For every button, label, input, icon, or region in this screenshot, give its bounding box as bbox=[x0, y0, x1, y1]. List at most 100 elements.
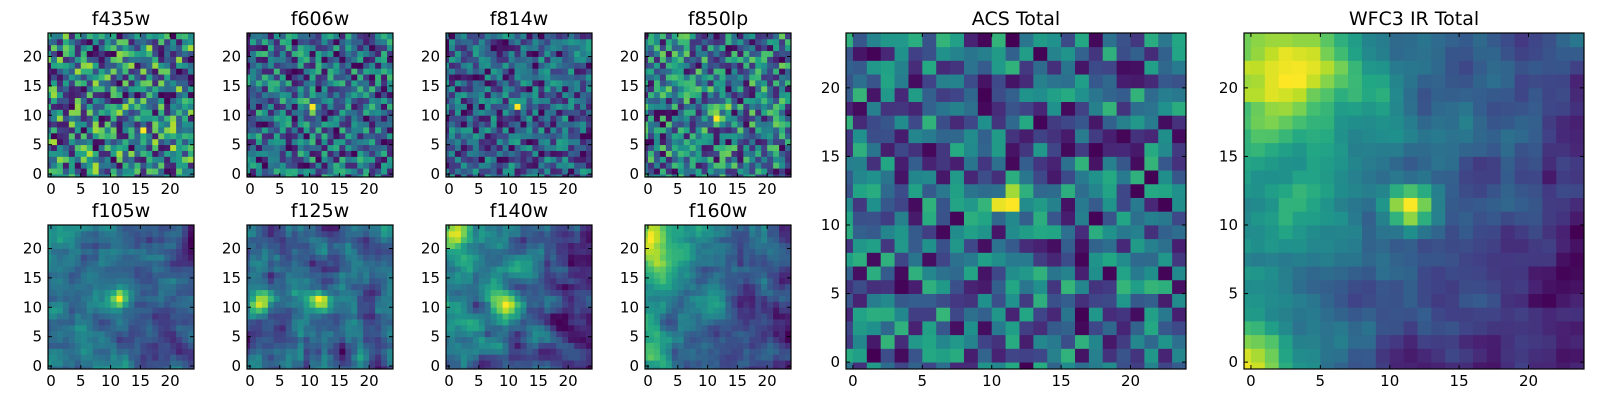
heatmap-cell bbox=[247, 277, 251, 285]
heatmap-cell bbox=[152, 91, 159, 99]
heatmap-cell bbox=[719, 283, 726, 291]
heatmap-cell bbox=[309, 91, 316, 99]
heatmap-cell bbox=[122, 33, 129, 40]
heatmap-cell bbox=[731, 313, 738, 320]
heatmap-cell bbox=[291, 242, 299, 249]
heatmap-cell bbox=[514, 342, 521, 349]
heatmap-cell bbox=[701, 138, 708, 146]
heatmap-cell bbox=[496, 360, 504, 367]
heatmap-cell bbox=[755, 121, 762, 128]
heatmap-cell bbox=[56, 225, 64, 232]
heatmap-cell bbox=[526, 277, 533, 285]
heatmap-cell bbox=[261, 109, 269, 116]
heatmap-cell bbox=[707, 150, 714, 157]
heatmap-cell bbox=[695, 174, 703, 178]
heatmap-cell bbox=[779, 289, 786, 296]
heatmap-cell bbox=[532, 366, 539, 370]
heatmap-cell bbox=[713, 33, 720, 40]
heatmap-cell bbox=[538, 248, 545, 255]
heatmap-cell bbox=[490, 127, 498, 134]
heatmap-cell bbox=[188, 319, 195, 326]
heatmap-cell bbox=[508, 56, 515, 63]
heatmap-cell bbox=[502, 80, 509, 87]
heatmap-cell bbox=[158, 289, 165, 296]
heatmap-cell bbox=[285, 242, 293, 249]
heatmap-cell bbox=[773, 295, 780, 302]
heatmap-cell bbox=[327, 121, 334, 128]
heatmap-cell bbox=[701, 168, 708, 175]
heatmap-cell bbox=[369, 68, 376, 75]
heatmap-cell bbox=[146, 115, 153, 122]
heatmap-cell bbox=[339, 127, 346, 134]
heatmap-cell bbox=[50, 295, 58, 302]
heatmap-cell bbox=[659, 91, 667, 99]
heatmap-cell bbox=[731, 91, 738, 99]
heatmap-cell bbox=[176, 156, 183, 163]
heatmap-cell bbox=[496, 91, 504, 99]
heatmap-cell bbox=[689, 80, 697, 87]
heatmap-cell bbox=[86, 266, 94, 273]
heatmap-cell bbox=[128, 62, 135, 69]
heatmap-cell bbox=[345, 156, 352, 163]
heatmap-cell bbox=[381, 97, 388, 104]
heatmap-cell bbox=[375, 336, 382, 343]
heatmap-cell bbox=[785, 62, 792, 69]
heatmap-cell bbox=[719, 127, 726, 134]
heatmap-cell bbox=[116, 50, 123, 57]
heatmap-cell bbox=[580, 283, 587, 291]
heatmap-cell bbox=[247, 150, 251, 157]
heatmap-cell bbox=[737, 366, 744, 370]
heatmap-cell bbox=[164, 324, 171, 332]
heatmap-cell bbox=[454, 68, 462, 75]
heatmap-cell bbox=[550, 56, 557, 63]
heatmap-cell bbox=[249, 283, 257, 291]
heatmap-cell bbox=[785, 348, 792, 355]
heatmap-cell bbox=[478, 74, 486, 81]
heatmap-cell bbox=[176, 225, 183, 232]
heatmap-cell bbox=[381, 336, 388, 343]
heatmap-cell bbox=[647, 162, 655, 169]
heatmap-cell bbox=[647, 307, 655, 314]
heatmap-cell bbox=[532, 33, 539, 40]
heatmap-cell bbox=[170, 127, 177, 134]
heatmap-cell bbox=[490, 174, 498, 178]
heatmap-cell bbox=[363, 225, 370, 232]
heatmap-cell bbox=[556, 360, 563, 367]
heatmap-cell bbox=[188, 330, 195, 338]
heatmap-cell bbox=[387, 225, 394, 232]
heatmap-cell bbox=[689, 295, 697, 302]
heatmap-cell bbox=[297, 80, 305, 87]
heatmap-cell bbox=[526, 254, 533, 261]
heatmap-cell bbox=[128, 50, 135, 57]
heatmap-cell bbox=[128, 330, 135, 338]
heatmap-cell bbox=[74, 230, 82, 238]
heatmap-cell bbox=[134, 248, 141, 255]
heatmap-cell bbox=[387, 289, 394, 296]
heatmap-cell bbox=[279, 360, 287, 367]
heatmap-cell bbox=[502, 121, 509, 128]
heatmap-cell bbox=[496, 266, 504, 273]
heatmap-cell bbox=[140, 144, 147, 151]
heatmap-cell bbox=[381, 242, 388, 249]
heatmap-cell bbox=[502, 138, 509, 146]
heatmap-cell bbox=[773, 109, 780, 116]
heatmap-cell bbox=[261, 236, 269, 244]
heatmap-cell bbox=[645, 307, 649, 314]
heatmap-cell bbox=[170, 132, 177, 140]
heatmap-cell bbox=[92, 138, 100, 146]
heatmap-cell bbox=[249, 44, 257, 52]
heatmap-cell bbox=[478, 91, 486, 99]
heatmap-cell bbox=[484, 168, 492, 175]
heatmap-cell bbox=[279, 156, 287, 163]
heatmap-cell bbox=[773, 313, 780, 320]
heatmap-cell bbox=[68, 162, 76, 169]
heatmap-cell bbox=[562, 301, 569, 308]
y-tick-label: 15 bbox=[421, 269, 440, 287]
heatmap-cell bbox=[677, 342, 685, 349]
heatmap-cell bbox=[297, 313, 305, 320]
heatmap-cell bbox=[484, 354, 492, 361]
heatmap-cell bbox=[785, 138, 792, 146]
heatmap-cell bbox=[255, 121, 263, 128]
heatmap-cell bbox=[767, 342, 774, 349]
heatmap-cell bbox=[707, 174, 714, 178]
